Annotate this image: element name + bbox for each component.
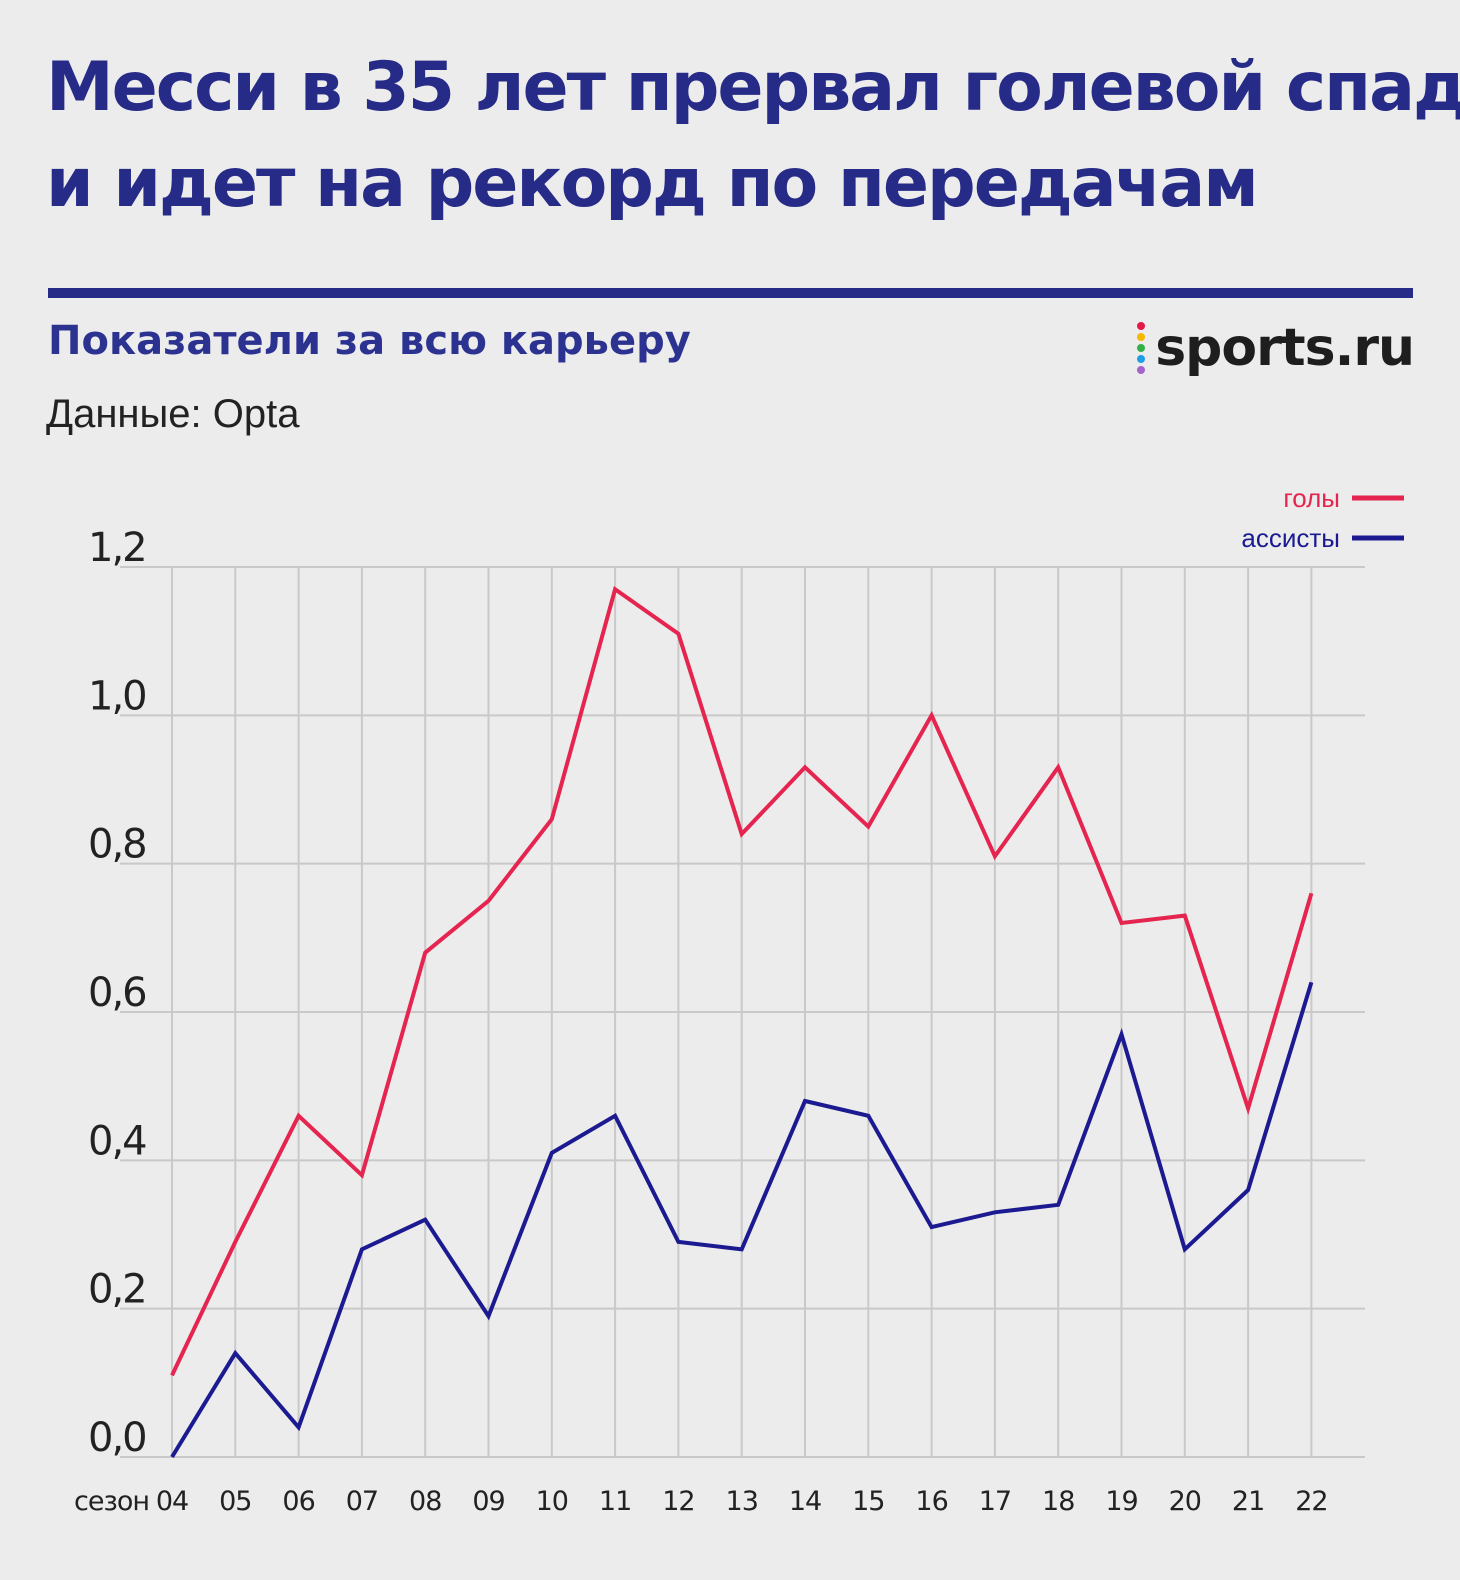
y-tick-label: 0,8 [88, 822, 146, 868]
y-tick-label: 0,4 [88, 1118, 146, 1164]
headline-line-1: Месси в 35 лет прервал голевой спад [46, 48, 1460, 127]
x-tick-label: 07 [346, 1486, 378, 1517]
x-tick-label: 16 [915, 1486, 947, 1517]
x-tick-label: 13 [726, 1486, 758, 1517]
series-line-goals [170, 586, 1314, 1377]
brand-dot [1137, 366, 1146, 374]
y-tick-label: 0,0 [88, 1415, 146, 1461]
x-axis-label: сезон [74, 1486, 149, 1517]
x-tick-label: 06 [282, 1486, 314, 1517]
x-tick-label: 04 [156, 1486, 188, 1517]
data-source: Данные: Opta [46, 392, 300, 436]
y-tick-label: 1,0 [88, 673, 146, 719]
legend-label: голы [1283, 483, 1340, 513]
headline-line-2: и идет на рекорд по передачам [46, 144, 1259, 223]
series-line-assists [170, 981, 1314, 1459]
headline: Месси в 35 лет прервал голевой спад и ид… [46, 40, 1460, 232]
brand-dot [1137, 355, 1146, 363]
brand-dot [1137, 322, 1146, 330]
x-tick-label: 14 [789, 1486, 821, 1517]
brand-logo: sports.ru [1137, 318, 1415, 378]
brand-name: sports.ru [1155, 318, 1415, 378]
y-tick-label: 0,2 [88, 1267, 146, 1313]
x-tick-label: 11 [599, 1486, 631, 1517]
x-tick-label: 17 [979, 1486, 1011, 1517]
title-divider [48, 288, 1413, 298]
y-tick-label: 0,6 [88, 970, 146, 1016]
x-tick-label: 10 [536, 1486, 568, 1517]
y-tick-label: 1,2 [88, 525, 146, 571]
x-tick-label: 15 [852, 1486, 884, 1517]
brand-dots-icon [1137, 322, 1146, 374]
brand-dot [1137, 333, 1146, 341]
subtitle: Показатели за всю карьеру [48, 318, 691, 364]
x-tick-label: 09 [472, 1486, 504, 1517]
x-tick-label: 20 [1169, 1486, 1201, 1517]
x-tick-label: 22 [1295, 1486, 1327, 1517]
x-tick-label: 08 [409, 1486, 441, 1517]
x-tick-label: 18 [1042, 1486, 1074, 1517]
x-tick-label: 12 [662, 1486, 694, 1517]
x-tick-label: 21 [1232, 1486, 1264, 1517]
x-tick-label: 05 [219, 1486, 251, 1517]
brand-dot [1137, 344, 1146, 352]
legend-label: ассисты [1241, 523, 1340, 553]
x-tick-label: 19 [1105, 1486, 1137, 1517]
